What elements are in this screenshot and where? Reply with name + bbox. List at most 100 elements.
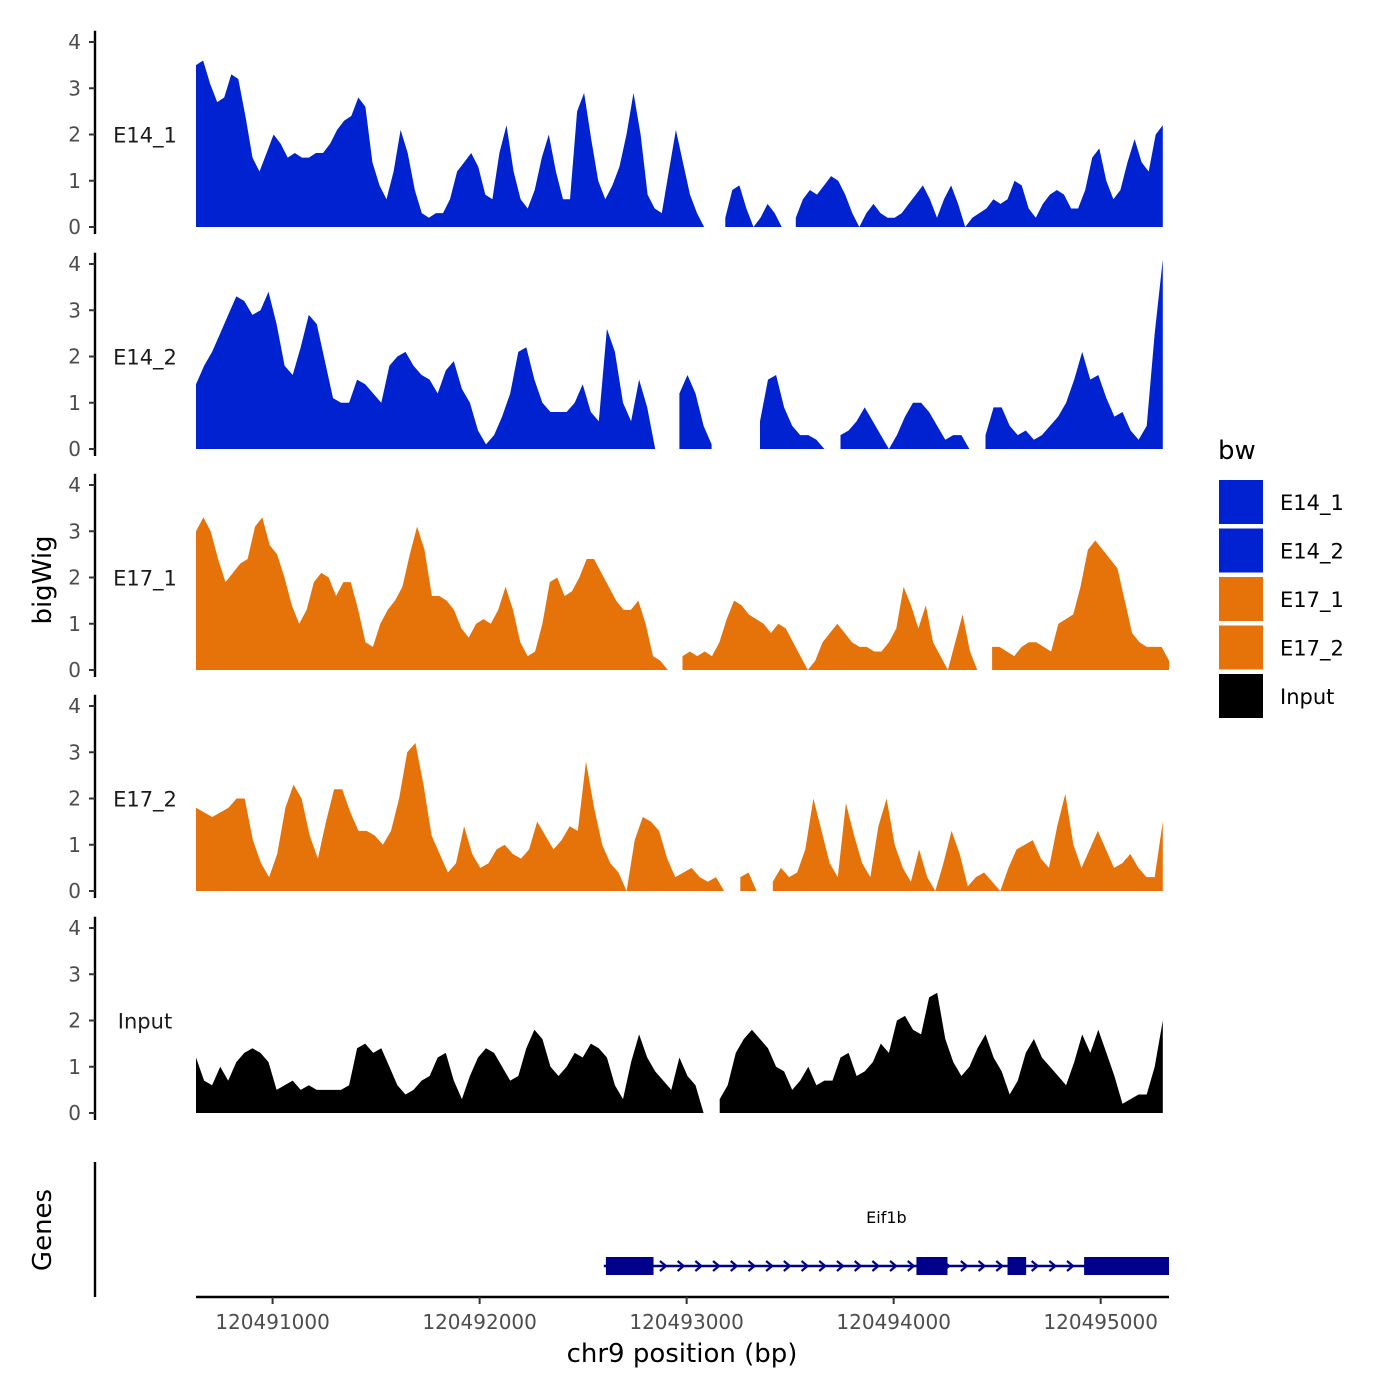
facet-label: Input — [118, 1010, 172, 1034]
y-tick-label: 0 — [68, 879, 81, 903]
y-tick-label: 3 — [68, 76, 81, 100]
legend-item: E17_1 — [1219, 577, 1344, 621]
legend-label: E14_1 — [1280, 491, 1344, 516]
facet-label: E17_1 — [113, 567, 177, 592]
facet-label: E14_1 — [113, 124, 177, 149]
y-tick-label: 1 — [68, 169, 81, 193]
y-tick-label: 2 — [68, 1009, 81, 1033]
y-tick-label: 2 — [68, 566, 81, 590]
y-tick-label: 4 — [68, 252, 81, 276]
strand-arrow — [747, 1260, 757, 1272]
strand-arrow — [712, 1260, 721, 1272]
panel-e14-2: 0 1 2 3 4 E14_2 — [68, 252, 1163, 461]
coverage-area — [196, 517, 668, 670]
strand-arrow — [694, 1260, 704, 1272]
y-tick-label: 4 — [68, 694, 81, 718]
strand-arrow — [1030, 1260, 1040, 1272]
strand-arrow — [907, 1260, 916, 1272]
y-tick-label: 1 — [68, 612, 81, 636]
x-axis: 120491000 120492000 120493000 120494000 1204… — [196, 1295, 1169, 1334]
x-tick-label: 120494000 — [836, 1310, 951, 1334]
panel-e14-1: 0 1 2 3 4 E14_1 — [68, 30, 1163, 239]
strand-arrow — [995, 1260, 1004, 1272]
coverage-area — [196, 291, 656, 449]
x-axis-title: chr9 position (bp) — [567, 1339, 798, 1369]
strand-arrow — [818, 1260, 827, 1272]
legend-swatch — [1219, 674, 1263, 718]
strand-arrow — [730, 1260, 739, 1272]
legend-swatch — [1219, 480, 1263, 524]
coverage-area — [840, 402, 970, 449]
y-tick-label: 1 — [68, 391, 81, 415]
y-tick-label: 1 — [68, 833, 81, 857]
coverage-area — [196, 743, 725, 891]
strand-arrow — [1048, 1260, 1058, 1272]
legend-item: E17_2 — [1219, 625, 1344, 670]
facet-label: E17_2 — [113, 788, 177, 813]
coverage-area — [196, 60, 705, 227]
y-tick-label: 0 — [68, 658, 81, 682]
exon-block — [1007, 1257, 1027, 1275]
legend: bw E14_1 E14_2 E17_1 E17_2 Input — [1218, 436, 1344, 718]
exon-block — [605, 1257, 654, 1275]
x-tick-label: 120491000 — [215, 1310, 330, 1334]
x-tick-label: 120495000 — [1043, 1310, 1158, 1334]
y-tick-label: 2 — [68, 123, 81, 147]
strand-arrow — [889, 1260, 898, 1272]
coverage-area — [795, 125, 1163, 227]
gene-track: Eif1b — [93, 1162, 1169, 1297]
y-tick-label: 4 — [68, 473, 81, 497]
legend-label: Input — [1280, 685, 1334, 709]
coverage-area — [992, 540, 1169, 670]
y-tick-label: 4 — [68, 916, 81, 940]
facet-label: E14_2 — [113, 346, 177, 371]
y-tick-label: 3 — [68, 740, 81, 764]
legend-label: E17_1 — [1280, 588, 1344, 613]
strand-arrow — [783, 1260, 792, 1272]
legend-label: E17_2 — [1280, 637, 1344, 662]
legend-item: Input — [1219, 674, 1334, 718]
legend-title: bw — [1218, 436, 1256, 466]
coverage-area — [772, 793, 1163, 891]
legend-swatch — [1219, 528, 1263, 573]
y-tick-label: 3 — [68, 962, 81, 986]
y-tick-label: 2 — [68, 345, 81, 369]
gene-name-label: Eif1b — [866, 1208, 907, 1227]
coverage-area — [719, 992, 1163, 1113]
legend-swatch — [1219, 577, 1263, 621]
legend-item: E14_2 — [1219, 528, 1344, 573]
coverage-area — [196, 1029, 704, 1113]
strand-arrow — [853, 1260, 863, 1272]
x-tick-label: 120493000 — [629, 1310, 744, 1334]
strand-arrow — [676, 1260, 686, 1272]
strand-arrow — [960, 1260, 969, 1272]
y-tick-label: 3 — [68, 298, 81, 322]
strand-arrow — [659, 1260, 668, 1272]
y-tick-label: 4 — [68, 30, 81, 54]
legend-label: E14_2 — [1280, 540, 1344, 565]
panel-e17-2: 0 1 2 3 4 E17_2 — [68, 694, 1163, 903]
coverage-area — [679, 375, 712, 449]
strand-arrow — [977, 1260, 987, 1272]
exon-block — [916, 1257, 948, 1275]
bigwig-panels: 0 1 2 3 4 E14_1 0 1 2 3 4 E14_2 0 1 2 3 4 E17_1 0 1 2 3 4 E17_2… — [68, 30, 1169, 1125]
panel-input: 0 1 2 3 4 Input — [68, 916, 1163, 1125]
strand-arrow — [836, 1260, 845, 1272]
x-tick-label: 120492000 — [422, 1310, 537, 1334]
y-tick-label: 2 — [68, 787, 81, 811]
strand-arrow — [1066, 1260, 1075, 1272]
y-tick-label: 0 — [68, 1101, 81, 1125]
strand-arrow — [800, 1260, 810, 1272]
exon-block — [1084, 1257, 1169, 1275]
legend-swatch — [1219, 625, 1263, 670]
y-tick-label: 3 — [68, 519, 81, 543]
legend-item: E14_1 — [1219, 480, 1344, 524]
y-axis-title: bigWig — [28, 535, 58, 624]
y-tick-label: 1 — [68, 1055, 81, 1079]
y-tick-label: 0 — [68, 215, 81, 239]
strand-arrow — [871, 1260, 881, 1272]
coverage-area — [760, 375, 825, 449]
y-tick-label: 0 — [68, 437, 81, 461]
coverage-area — [682, 586, 978, 670]
